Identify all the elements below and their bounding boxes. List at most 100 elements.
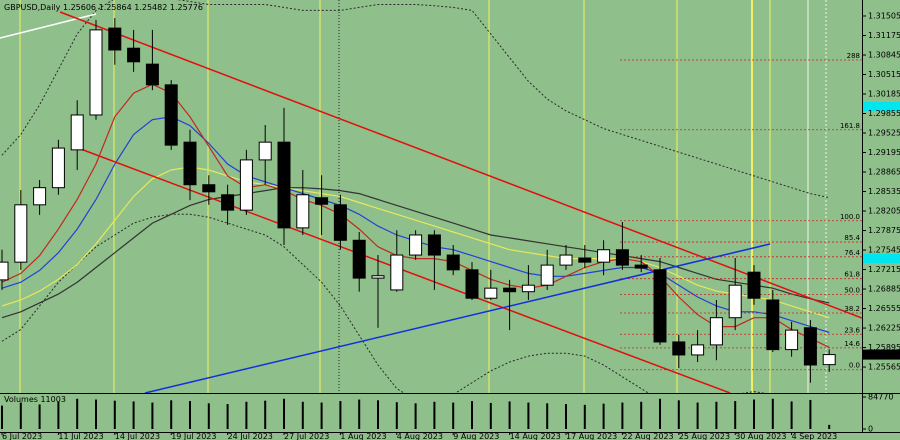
x-tick-label: 14 Aug 2023 [510,432,561,440]
candle-body [446,254,460,271]
y-tick-label: 1.26555 [868,304,900,313]
fib-label: 23.6 [844,326,860,334]
volume-bar [677,400,680,429]
volume-bar [132,401,135,429]
volume-bar [207,403,210,429]
candle-body [597,249,611,263]
candle-body [333,204,347,241]
candle-body [559,254,573,266]
x-tick-label: 6 Jul 2023 [2,432,42,440]
x-tick-label: 22 Aug 2023 [622,432,673,440]
candle-body [89,29,103,116]
volume-bar [753,399,755,429]
candle-body [634,264,648,269]
fib-label: 288 [847,52,860,60]
x-tick-label: 17 Aug 2023 [566,432,617,440]
y-tick-label: 1.31175 [868,31,900,40]
candle-body [465,269,479,299]
y-tick-label: 1.30515 [868,70,900,79]
x-tick-label: 27 Jul 2023 [284,432,329,440]
fib-label: 76.4 [844,249,860,257]
volume-tick-label: 0 [868,425,873,434]
trendline [144,243,771,393]
volume-bar [57,401,60,429]
y-tick-label: 1.30845 [868,50,900,59]
y-tick-label: 1.29195 [868,148,900,157]
price-marker [863,254,900,263]
x-tick-label: 9 Aug 2023 [453,432,499,440]
trendlines [0,11,862,393]
fib-label: 61.8 [844,271,860,279]
volume-bar [301,401,304,429]
volume-bar [809,399,812,429]
volume-bar [452,402,455,429]
x-tick-label: 11 Jul 2023 [58,432,103,440]
volume-bar [508,401,511,429]
candle-body [578,257,592,263]
volume-bar [1,405,3,429]
trendline [0,13,97,39]
volume-bar [565,404,567,429]
y-tick-label: 1.27215 [868,265,900,274]
volume-bar [189,401,191,429]
candle-body [803,327,817,366]
volume-bar [828,424,831,429]
volume-bar [358,399,361,429]
close-value: 1.25776 [170,3,203,12]
candle-body [127,47,141,63]
volume-bar [226,404,229,429]
x-tick-label: 19 Jul 2023 [171,432,216,440]
volume-bar [790,401,793,429]
candle-body [239,159,253,211]
candle-body [14,204,28,263]
volume-bar [489,402,492,429]
candle-body [221,194,235,211]
volume-bar [151,402,154,429]
channel-lower [77,147,731,393]
x-tick-label: 25 Aug 2023 [679,432,730,440]
y-tick-label: 1.25895 [868,343,900,352]
y-tick-label: 1.29855 [868,109,900,118]
volume-bar [583,404,586,429]
volume-bar [113,400,116,429]
fib-label: 100.0 [840,213,860,221]
x-tick-label: 14 Jul 2023 [115,432,160,440]
volume-bar [527,402,530,429]
volumes [1,398,831,429]
volume-bar [546,403,549,429]
volume-bar [395,402,398,429]
candle-body [766,299,780,351]
indicator-line [1,166,830,319]
volume-tick-label: 84770 [868,393,893,402]
volume-bar [283,398,285,429]
header: GBPUSD,Daily 1.25606 1.25864 1.25482 1.2… [4,3,203,12]
volume-bar [339,401,342,429]
candle-body [33,187,47,206]
price-marker [863,102,900,111]
fib-label: 38.2 [844,305,860,313]
candle-body [0,261,9,281]
volume-bar [95,399,97,429]
candle-body [653,269,667,343]
fib-label: 0.0 [849,362,860,370]
y-tick-label: 1.27875 [868,226,900,235]
volume-bar [771,398,774,429]
candle-body [202,184,216,193]
volume-bar [715,401,718,429]
x-tick-label: 24 Jul 2023 [228,432,273,440]
volume-bar [38,404,41,429]
candle-body [296,194,310,229]
candle-body [785,329,799,351]
volume-bar [377,400,379,429]
chart-title: GBPUSD,Daily [4,3,61,12]
y-tick-label: 1.30185 [868,90,900,99]
y-tick-label: 1.31505 [868,11,900,20]
indicator-line [1,187,830,319]
candle-body [484,287,498,299]
x-tick-label: 4 Aug 2023 [397,432,443,440]
candle-body [70,114,84,151]
y-tick-label: 1.27545 [868,246,900,255]
candle-body [183,141,197,186]
channel-upper [59,11,862,319]
